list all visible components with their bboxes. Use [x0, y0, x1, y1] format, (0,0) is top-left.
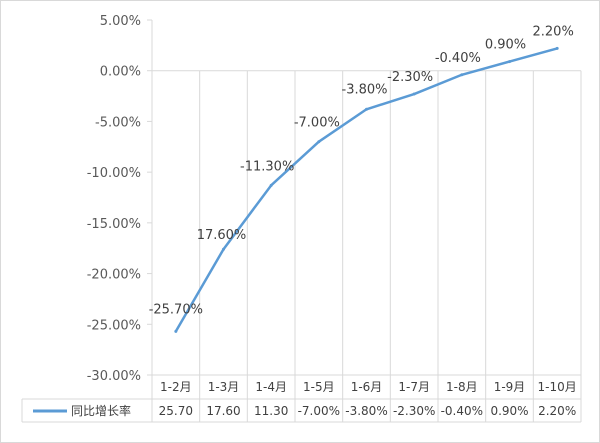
y-tick-label: -20.00%: [87, 268, 141, 283]
data-point: [460, 73, 464, 77]
table-cell-value: -7.00%: [298, 404, 340, 418]
x-tick-label: 1-9月: [494, 380, 526, 394]
x-tick-label: 1-5月: [303, 380, 335, 394]
data-label: -0.40%: [435, 51, 481, 66]
data-point: [269, 183, 273, 187]
table-cell-value: -2.30%: [393, 404, 435, 418]
data-label: -11.30%: [240, 159, 294, 174]
y-tick-label: 0.00%: [100, 65, 141, 80]
data-point: [508, 60, 511, 64]
data-point: [412, 92, 416, 96]
table-cell-value: 0.90%: [490, 404, 528, 418]
y-tick-label: 5.00%: [100, 14, 141, 29]
table-cell-value: 17.60: [206, 404, 240, 418]
x-tick-label: 1-2月: [160, 380, 192, 394]
y-tick-label: -25.00%: [87, 318, 141, 333]
legend-label: 同比增长率: [71, 403, 131, 418]
data-label: -25.70%: [149, 302, 203, 317]
x-tick-label: 1-10月: [538, 380, 577, 394]
table-cell-value: -0.40%: [441, 404, 483, 418]
data-point: [555, 46, 559, 50]
data-point: [222, 247, 225, 251]
x-tick-label: 1-8月: [446, 380, 478, 394]
x-tick-label: 1-6月: [351, 380, 383, 394]
data-label: 2.20%: [533, 24, 574, 39]
data-point: [317, 140, 321, 144]
y-tick-label: -10.00%: [87, 166, 141, 181]
data-point: [365, 107, 368, 111]
data-label: -3.80%: [342, 82, 388, 97]
table-cell-value: 2.20%: [538, 404, 576, 418]
table-cell-value: -3.80%: [345, 404, 387, 418]
table-cell-value: 11.30: [254, 404, 288, 418]
data-label: 0.90%: [485, 38, 526, 53]
table-cell-value: 25.70: [159, 404, 193, 418]
data-label: -2.30%: [387, 70, 433, 85]
x-tick-label: 1-4月: [255, 380, 287, 394]
x-tick-label: 1-3月: [208, 380, 240, 394]
x-tick-label: 1-7月: [398, 380, 430, 394]
y-tick-label: -5.00%: [95, 115, 141, 130]
y-tick-label: -30.00%: [87, 369, 141, 384]
data-label: 17.60%: [197, 228, 247, 243]
data-label: -7.00%: [294, 116, 340, 131]
data-point: [174, 329, 178, 333]
y-tick-label: -15.00%: [87, 217, 141, 232]
